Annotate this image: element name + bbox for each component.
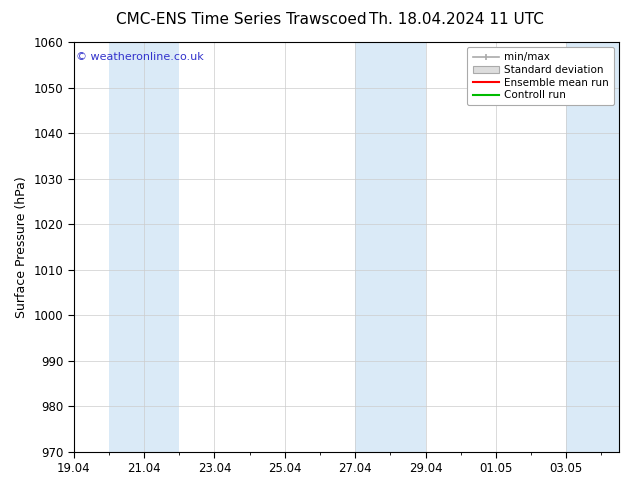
Bar [109,42,179,452]
Text: © weatheronline.co.uk: © weatheronline.co.uk [77,52,204,62]
Y-axis label: Surface Pressure (hPa): Surface Pressure (hPa) [15,176,28,318]
Bar [566,42,619,452]
Bar [355,42,425,452]
Legend: min/max, Standard deviation, Ensemble mean run, Controll run: min/max, Standard deviation, Ensemble me… [467,47,614,105]
Text: CMC-ENS Time Series Trawscoed: CMC-ENS Time Series Trawscoed [115,12,366,27]
Text: Th. 18.04.2024 11 UTC: Th. 18.04.2024 11 UTC [369,12,544,27]
